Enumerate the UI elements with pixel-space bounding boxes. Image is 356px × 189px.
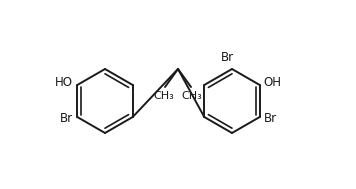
Text: Br: Br	[60, 112, 73, 125]
Text: CH₃: CH₃	[182, 91, 202, 101]
Text: Br: Br	[264, 112, 277, 125]
Text: OH: OH	[264, 77, 282, 90]
Text: HO: HO	[55, 77, 73, 90]
Text: CH₃: CH₃	[154, 91, 174, 101]
Text: Br: Br	[220, 51, 234, 64]
